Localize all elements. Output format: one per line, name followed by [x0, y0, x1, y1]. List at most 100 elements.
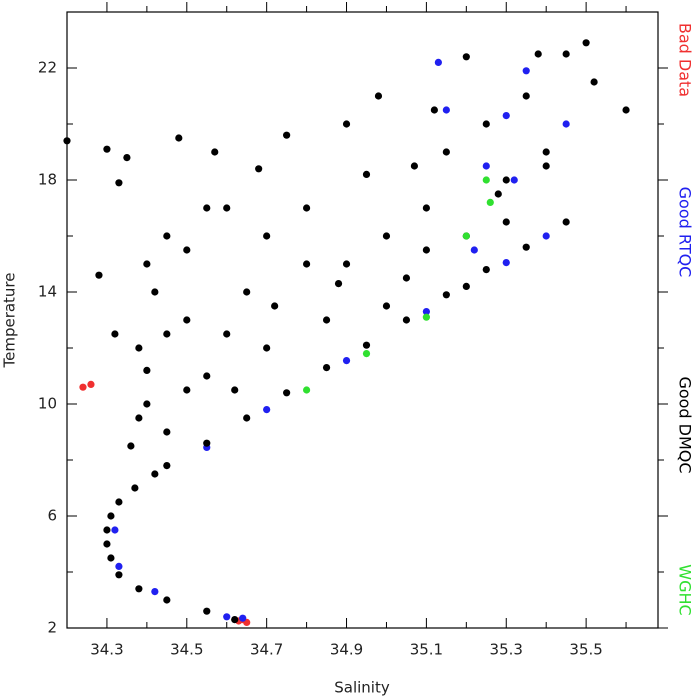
point [486, 198, 494, 206]
point [482, 162, 490, 170]
point [502, 112, 510, 120]
point [562, 218, 570, 226]
point [115, 571, 123, 579]
point [622, 106, 630, 114]
point [271, 302, 279, 310]
point [442, 291, 450, 299]
point [183, 246, 191, 254]
point [127, 442, 135, 450]
y-axis-label: Temperature [1, 272, 19, 368]
point [494, 190, 502, 198]
point [542, 148, 550, 156]
point [231, 386, 239, 394]
point [163, 330, 171, 338]
point [163, 596, 171, 604]
point [362, 170, 371, 178]
point [263, 232, 271, 240]
point [151, 588, 159, 596]
point [422, 308, 430, 316]
x-tick-label: 34.7 [250, 641, 283, 659]
point [111, 526, 119, 534]
y-tick-label: 6 [47, 507, 57, 525]
point [502, 259, 510, 267]
point [482, 266, 490, 274]
point [283, 389, 291, 397]
point [115, 498, 123, 506]
x-axis-label: Salinity [334, 679, 390, 697]
x-tick-label: 34.5 [170, 641, 203, 659]
point [382, 302, 391, 310]
point [115, 562, 123, 571]
point [283, 131, 291, 139]
point [143, 260, 151, 268]
x-tick-label: 35.1 [410, 641, 443, 659]
point [342, 357, 351, 365]
point [163, 232, 171, 240]
point [482, 120, 490, 128]
point [462, 282, 470, 290]
y-tick-label: 18 [38, 171, 57, 189]
point [143, 366, 151, 374]
point [502, 218, 510, 226]
point [263, 406, 271, 414]
point [434, 58, 442, 66]
point [430, 106, 438, 114]
point [590, 78, 598, 86]
point [422, 204, 430, 212]
point [243, 414, 251, 422]
point [362, 350, 371, 358]
point [107, 512, 115, 520]
point [322, 316, 331, 324]
plot-frame [66, 11, 659, 629]
point [151, 470, 159, 478]
point [95, 271, 103, 279]
point [462, 53, 470, 61]
point [175, 134, 183, 142]
point [103, 145, 111, 153]
point [243, 288, 251, 296]
point [203, 607, 211, 615]
y-tick-label: 14 [38, 283, 57, 301]
point [103, 540, 111, 548]
point [79, 383, 87, 391]
point [135, 344, 143, 352]
point [422, 246, 430, 254]
legend-entry: Good RTQC [676, 187, 695, 278]
point [302, 386, 311, 394]
point [263, 344, 271, 352]
point [402, 316, 411, 324]
point [462, 232, 470, 240]
point [239, 614, 247, 622]
point [410, 162, 419, 170]
y-tick-label: 22 [38, 59, 57, 77]
legend-entry: WGHC [676, 564, 695, 615]
point [103, 526, 111, 534]
point [322, 364, 331, 372]
point [362, 341, 371, 349]
point [562, 120, 570, 128]
point [111, 330, 119, 338]
point [135, 414, 143, 422]
point [135, 585, 143, 593]
point [183, 386, 191, 394]
point [402, 274, 411, 282]
point [382, 232, 391, 240]
y-tick-label: 10 [38, 395, 57, 413]
x-tick-label: 34.9 [330, 641, 363, 659]
point [342, 260, 351, 268]
point [502, 176, 510, 184]
point [163, 462, 171, 470]
point [442, 106, 450, 114]
point [115, 179, 123, 187]
point [562, 50, 570, 58]
point [302, 204, 311, 212]
point [143, 400, 151, 408]
x-tick-label: 34.3 [90, 641, 123, 659]
point [255, 165, 263, 173]
point [374, 92, 383, 100]
x-tick-label: 35.3 [490, 641, 523, 659]
y-tick-label: 2 [47, 619, 57, 637]
point [582, 39, 590, 47]
point [163, 428, 171, 436]
